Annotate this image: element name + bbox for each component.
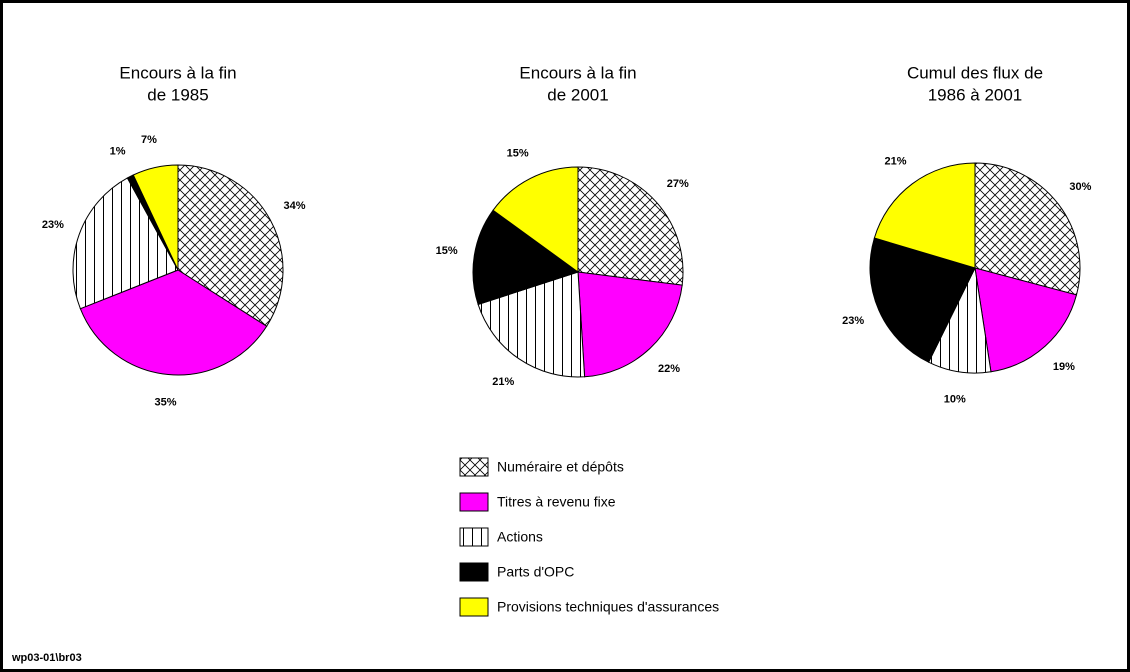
legend-swatch-pattern	[459, 527, 489, 547]
data-label: 23%	[842, 315, 864, 327]
data-label: 10%	[944, 393, 966, 405]
data-label: 21%	[885, 155, 907, 167]
data-label: 22%	[658, 363, 680, 375]
data-label: 21%	[492, 376, 514, 388]
data-label: 7%	[141, 134, 157, 146]
pie-slice	[873, 162, 976, 269]
data-label: 19%	[1053, 361, 1075, 373]
legend-swatch-pattern	[459, 457, 489, 477]
pie-slice	[869, 237, 976, 363]
pie-slice-pattern	[72, 177, 178, 309]
legend-label: Numéraire et dépôts	[497, 459, 624, 475]
legend-swatch	[459, 597, 489, 617]
legend-swatch	[459, 492, 489, 512]
pie-slice-pattern	[178, 165, 283, 327]
data-label: 35%	[154, 396, 176, 408]
pie-slice-pattern	[928, 268, 991, 374]
legend-label: Parts d'OPC	[497, 564, 574, 580]
data-label: 1%	[110, 145, 126, 157]
chart-title: Cumul des flux de	[907, 63, 1043, 82]
data-label: 30%	[1069, 181, 1091, 193]
pie-slice	[132, 164, 179, 271]
pie-slice	[577, 271, 683, 378]
legend-label: Actions	[497, 529, 543, 545]
legend-label: Titres à revenu fixe	[497, 494, 616, 510]
legend-label: Provisions techniques d'assurances	[497, 599, 719, 615]
chart-title: de 2001	[547, 85, 608, 104]
pie-slice-pattern	[578, 167, 683, 286]
data-label: 15%	[507, 147, 529, 159]
chart-title: de 1985	[147, 85, 208, 104]
footer: wp03-01\br03	[11, 652, 82, 664]
pie-slice	[492, 166, 579, 273]
pie-slice	[79, 269, 268, 376]
pie-slice	[974, 267, 1078, 373]
pie-slice-pattern	[478, 272, 585, 377]
pie-slice-pattern	[975, 163, 1080, 295]
legend-swatch	[459, 562, 489, 582]
pie-slice	[472, 209, 580, 306]
chart-title: Encours à la fin	[519, 63, 636, 82]
chart-title: Encours à la fin	[119, 63, 236, 82]
data-label: 15%	[436, 245, 458, 257]
data-label: 27%	[667, 178, 689, 190]
data-label: 23%	[42, 219, 64, 231]
data-label: 34%	[284, 200, 306, 212]
chart-title: 1986 à 2001	[928, 85, 1023, 104]
